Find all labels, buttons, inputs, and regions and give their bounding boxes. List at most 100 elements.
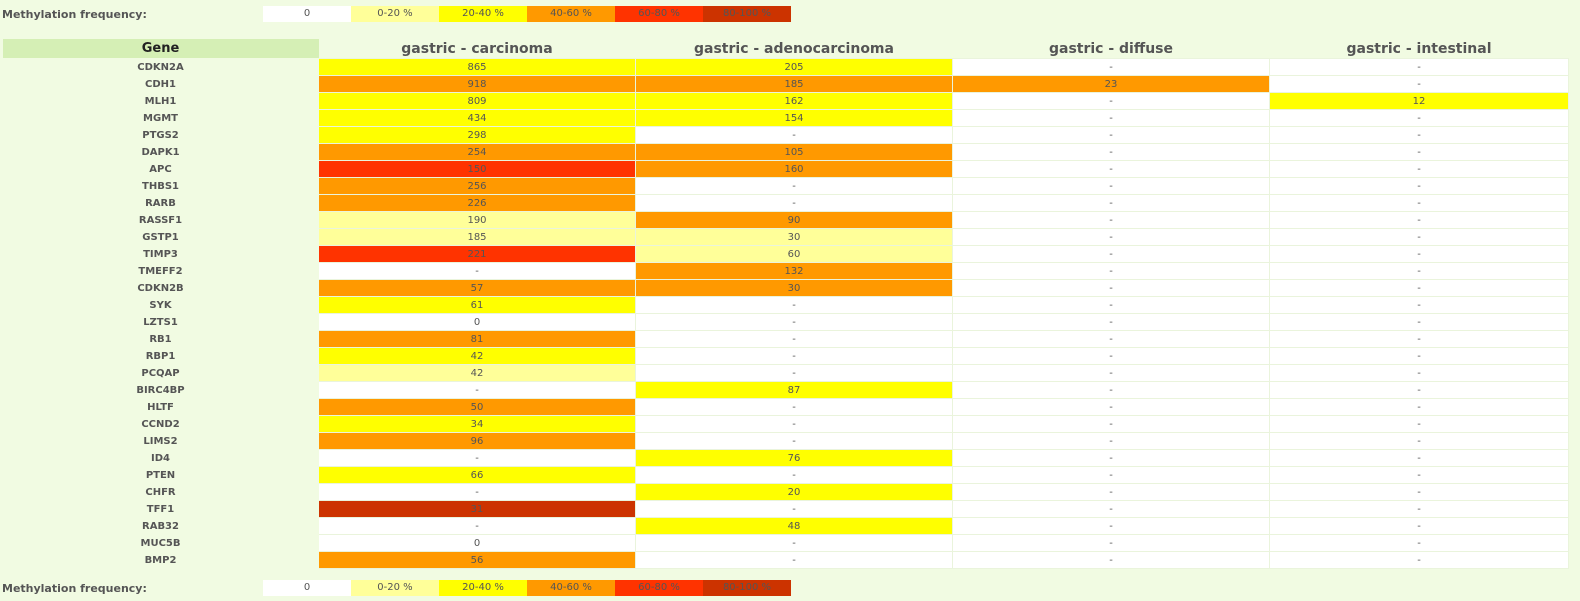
frequency-cell: - xyxy=(952,194,1270,212)
table-row: GSTP1 185 30- - xyxy=(2,228,1569,246)
legend-swatch: 0-20 % xyxy=(351,6,439,22)
table-row: MLH1 809 162-12 xyxy=(2,92,1569,110)
gene-name-cell[interactable]: BIRC4BP xyxy=(2,381,319,399)
column-header-diffuse: gastric - diffuse xyxy=(952,39,1270,59)
frequency-cell: - xyxy=(952,143,1270,161)
gene-name-cell[interactable]: APC xyxy=(2,160,319,178)
frequency-cell: - xyxy=(952,398,1270,416)
frequency-cell: - xyxy=(952,551,1270,569)
table-row: PTGS2 298- - - xyxy=(2,126,1569,144)
frequency-cell: 81 xyxy=(318,330,636,348)
gene-name-cell[interactable]: LZTS1 xyxy=(2,313,319,331)
frequency-cell: - xyxy=(1269,381,1569,399)
frequency-cell: 76 xyxy=(635,449,953,467)
frequency-cell: - xyxy=(1269,330,1569,348)
table-row: TMEFF2-132- - xyxy=(2,262,1569,280)
frequency-cell: - xyxy=(1269,347,1569,365)
gene-name-cell[interactable]: LIMS2 xyxy=(2,432,319,450)
gene-name-cell[interactable]: RASSF1 xyxy=(2,211,319,229)
frequency-cell: - xyxy=(635,534,953,552)
legend-swatch: 20-40 % xyxy=(439,580,527,596)
frequency-cell: 56 xyxy=(318,551,636,569)
frequency-cell: - xyxy=(318,381,636,399)
frequency-cell: - xyxy=(952,466,1270,484)
frequency-cell: - xyxy=(952,415,1270,433)
gene-name-cell[interactable]: PTGS2 xyxy=(2,126,319,144)
gene-name-cell[interactable]: PTEN xyxy=(2,466,319,484)
gene-name-cell[interactable]: CDKN2A xyxy=(2,58,319,76)
legend-title: Methylation frequency: xyxy=(2,7,147,21)
frequency-cell: 60 xyxy=(635,245,953,263)
table-row: LIMS2 96- - - xyxy=(2,432,1569,450)
frequency-cell: 48 xyxy=(635,517,953,535)
frequency-cell: - xyxy=(1269,364,1569,382)
frequency-cell: 96 xyxy=(318,432,636,450)
gene-name-cell[interactable]: ID4 xyxy=(2,449,319,467)
gene-name-cell[interactable]: GSTP1 xyxy=(2,228,319,246)
table-row: CHFR -20- - xyxy=(2,483,1569,501)
table-row: MUC5B 0- - - xyxy=(2,534,1569,552)
frequency-cell: - xyxy=(952,109,1270,127)
frequency-cell: 132 xyxy=(635,262,953,280)
gene-name-cell[interactable]: BMP2 xyxy=(2,551,319,569)
gene-name-cell[interactable]: TMEFF2 xyxy=(2,262,319,280)
frequency-cell: - xyxy=(635,194,953,212)
gene-name-cell[interactable]: RARB xyxy=(2,194,319,212)
frequency-cell: - xyxy=(952,381,1270,399)
frequency-cell: 20 xyxy=(635,483,953,501)
gene-name-cell[interactable]: TFF1 xyxy=(2,500,319,518)
frequency-cell: - xyxy=(952,211,1270,229)
gene-name-cell[interactable]: CDKN2B xyxy=(2,279,319,297)
table-row: TFF1 31- - - xyxy=(2,500,1569,518)
gene-name-cell[interactable]: DAPK1 xyxy=(2,143,319,161)
legend-swatch: 60-80 % xyxy=(615,6,703,22)
frequency-cell: - xyxy=(1269,500,1569,518)
legend-swatch: 80-100 % xyxy=(703,580,791,596)
gene-name-cell[interactable]: CDH1 xyxy=(2,75,319,93)
gene-name-cell[interactable]: PCQAP xyxy=(2,364,319,382)
frequency-cell: - xyxy=(952,330,1270,348)
frequency-cell: 256 xyxy=(318,177,636,195)
legend-bottom: Methylation frequency: 0 0-20 % 20-40 % 40-… xyxy=(0,580,791,596)
frequency-cell: - xyxy=(952,177,1270,195)
frequency-cell: - xyxy=(635,551,953,569)
frequency-cell: - xyxy=(952,160,1270,178)
gene-name-cell[interactable]: HLTF xyxy=(2,398,319,416)
frequency-cell: 50 xyxy=(318,398,636,416)
frequency-cell: 66 xyxy=(318,466,636,484)
frequency-cell: 226 xyxy=(318,194,636,212)
frequency-cell: - xyxy=(952,262,1270,280)
gene-name-cell[interactable]: RBP1 xyxy=(2,347,319,365)
frequency-cell: - xyxy=(1269,279,1569,297)
gene-name-cell[interactable]: MLH1 xyxy=(2,92,319,110)
gene-name-cell[interactable]: MGMT xyxy=(2,109,319,127)
gene-name-cell[interactable]: CCND2 xyxy=(2,415,319,433)
table-row: RAB32-48- - xyxy=(2,517,1569,535)
gene-name-cell[interactable]: SYK xyxy=(2,296,319,314)
table-row: RBP1 42- - - xyxy=(2,347,1569,365)
frequency-cell: - xyxy=(1269,449,1569,467)
frequency-cell: 42 xyxy=(318,347,636,365)
column-header-intestinal: gastric - intestinal xyxy=(1269,39,1569,59)
table-row: THBS1 256- - - xyxy=(2,177,1569,195)
gene-name-cell[interactable]: RB1 xyxy=(2,330,319,348)
gene-name-cell[interactable]: CHFR xyxy=(2,483,319,501)
frequency-cell: - xyxy=(1269,483,1569,501)
gene-name-cell[interactable]: RAB32 xyxy=(2,517,319,535)
frequency-cell: - xyxy=(1269,415,1569,433)
frequency-cell: - xyxy=(952,279,1270,297)
frequency-cell: - xyxy=(952,483,1270,501)
gene-name-cell[interactable]: MUC5B xyxy=(2,534,319,552)
gene-name-cell[interactable]: THBS1 xyxy=(2,177,319,195)
table-row: CDKN2A 865 205- - xyxy=(2,58,1569,76)
frequency-cell: - xyxy=(1269,228,1569,246)
frequency-cell: - xyxy=(1269,75,1569,93)
legend-swatch: 0 xyxy=(263,6,351,22)
frequency-cell: - xyxy=(952,313,1270,331)
frequency-cell: 31 xyxy=(318,500,636,518)
frequency-cell: 90 xyxy=(635,211,953,229)
frequency-cell: 154 xyxy=(635,109,953,127)
frequency-cell: 0 xyxy=(318,534,636,552)
frequency-cell: - xyxy=(318,262,636,280)
gene-name-cell[interactable]: TIMP3 xyxy=(2,245,319,263)
